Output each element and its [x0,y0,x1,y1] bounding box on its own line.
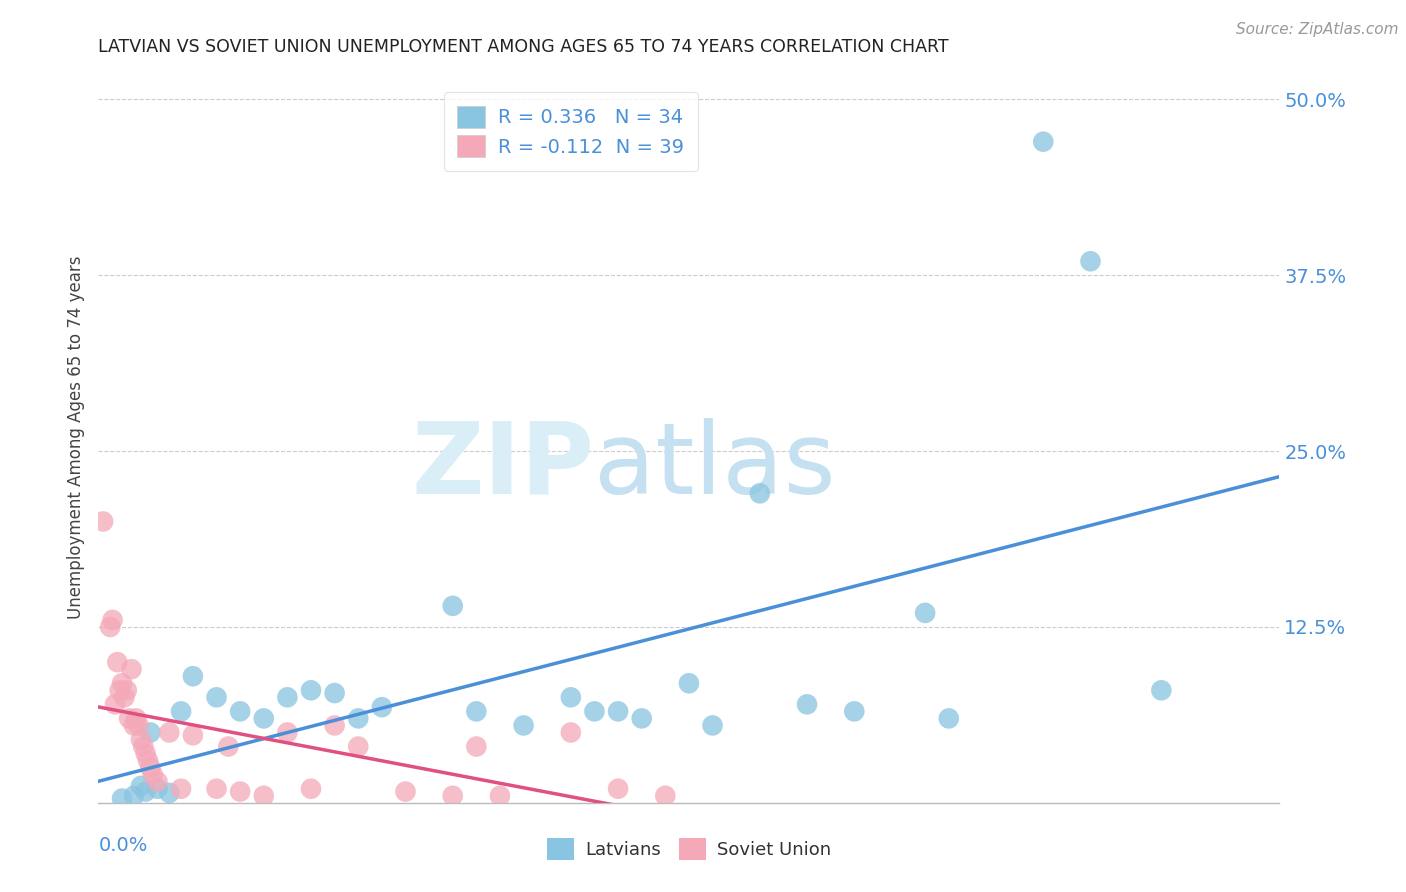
Point [139,761,162,775]
Text: Source: ZipAtlas.com: Source: ZipAtlas.com [1236,22,1399,37]
Point [844,705,866,719]
Point [630,711,652,725]
Point [112,690,135,705]
Legend: Latvians, Soviet Union: Latvians, Soviet Union [540,830,838,867]
Point [299,781,322,796]
Point [170,781,193,796]
Point [118,711,141,725]
Y-axis label: Unemployment Among Ages 65 to 74 years: Unemployment Among Ages 65 to 74 years [66,255,84,619]
Point [465,705,488,719]
Point [347,711,370,725]
Point [347,739,370,754]
Point [748,486,770,500]
Point [299,683,322,698]
Point [139,725,162,739]
Point [170,705,193,719]
Point [105,655,128,669]
Point [229,784,252,798]
Point [560,725,582,739]
Point [796,698,818,712]
Point [129,732,152,747]
Point [121,662,143,676]
Point [276,725,298,739]
Point [157,725,180,739]
Point [654,789,676,803]
Point [229,705,252,719]
Point [371,700,394,714]
Point [129,779,152,793]
Point [253,711,276,725]
Point [489,789,512,803]
Point [205,781,228,796]
Point [678,676,700,690]
Text: LATVIAN VS SOVIET UNION UNEMPLOYMENT AMONG AGES 65 TO 74 YEARS CORRELATION CHART: LATVIAN VS SOVIET UNION UNEMPLOYMENT AMO… [98,38,949,56]
Point [938,711,960,725]
Point [101,613,124,627]
Point [583,705,606,719]
Point [125,711,148,725]
Point [512,718,534,732]
Point [394,784,416,798]
Point [135,784,157,798]
Point [323,686,346,700]
Text: ZIP: ZIP [412,417,595,515]
Point [914,606,936,620]
Text: 0.0%: 0.0% [98,836,148,855]
Point [111,791,134,805]
Point [142,767,165,781]
Point [253,789,276,803]
Point [115,683,138,698]
Point [146,781,169,796]
Point [1150,683,1173,698]
Point [122,718,145,732]
Point [111,676,134,690]
Text: atlas: atlas [595,417,837,515]
Point [607,705,630,719]
Point [132,739,155,754]
Point [323,718,346,732]
Point [146,774,169,789]
Point [98,620,121,634]
Point [91,515,114,529]
Point [441,599,464,613]
Point [157,786,180,800]
Point [217,739,239,754]
Point [1032,135,1054,149]
Point [607,781,630,796]
Point [702,718,724,732]
Point [104,698,127,712]
Point [108,683,131,698]
Point [1080,254,1102,268]
Point [560,690,582,705]
Point [181,728,204,742]
Point [128,718,150,732]
Point [441,789,464,803]
Point [276,690,298,705]
Point [205,690,228,705]
Point [465,739,488,754]
Point [122,789,145,803]
Point [181,669,204,683]
Point [136,754,159,768]
Point [135,747,157,761]
